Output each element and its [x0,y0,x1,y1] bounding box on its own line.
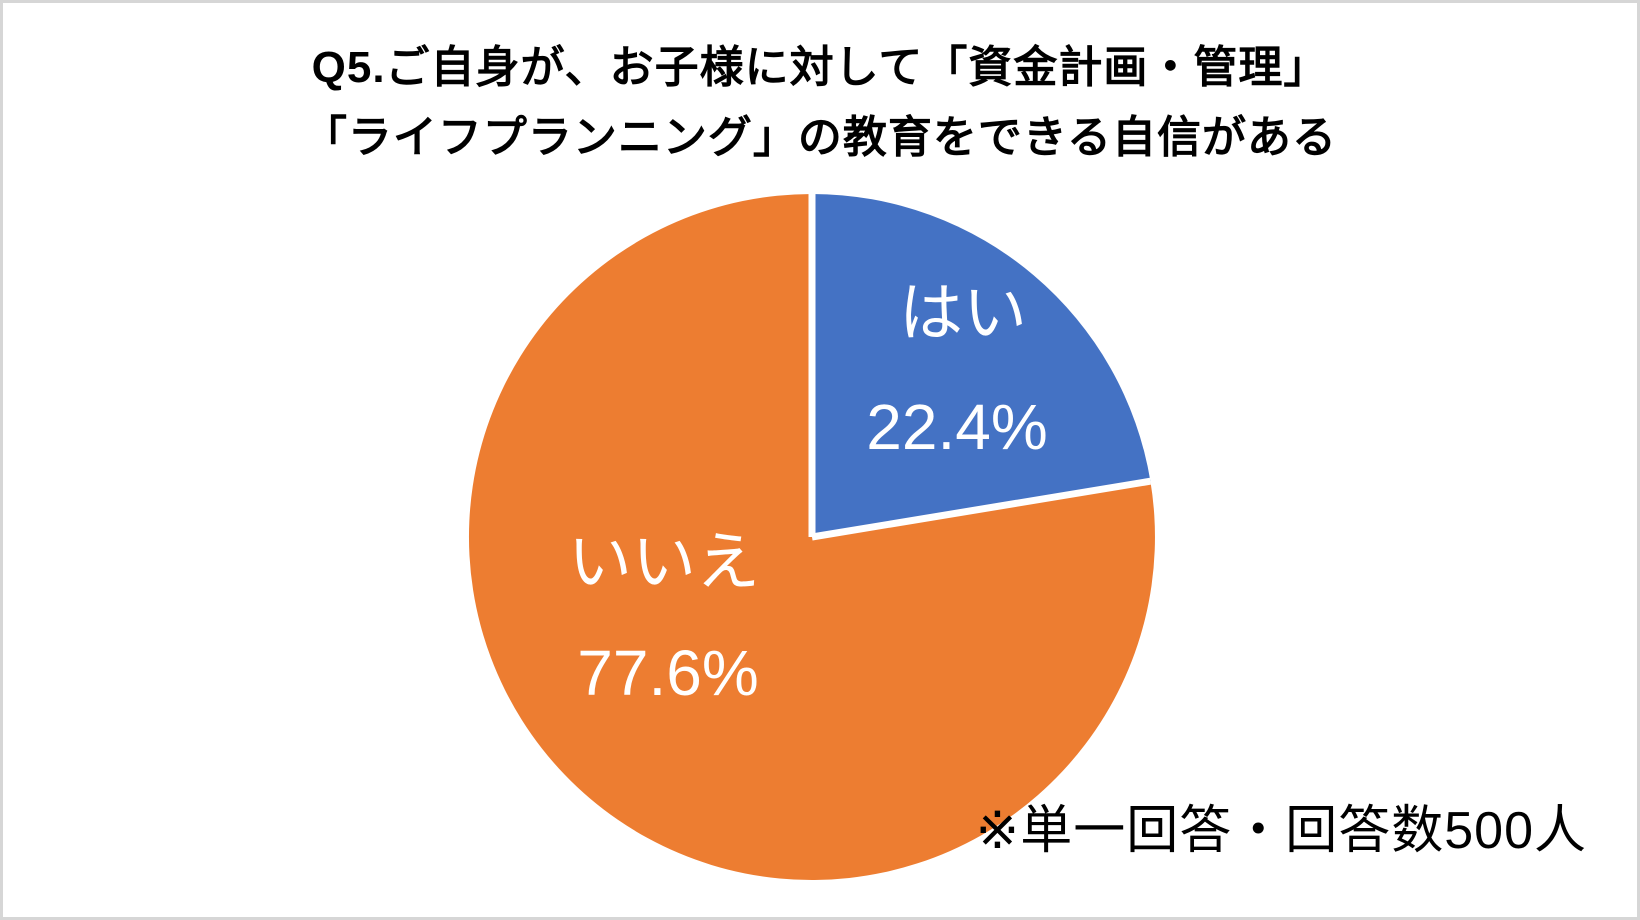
slice-separator [811,477,1151,541]
slice-label-no-name: いいえ [568,526,760,598]
pie-slice-yes [812,194,1151,537]
chart-title: Q5.ご自身が、お子様に対して「資金計画・管理」 「ライフプランニング」の教育を… [3,33,1637,173]
chart-title-line-2: 「ライフプランニング」の教育をできる自信がある [302,113,1338,162]
slice-label-yes-name: はい [899,277,1027,349]
chart-title-line-1: Q5.ご自身が、お子様に対して「資金計画・管理」 [311,43,1329,92]
slice-label-yes-value: 22.4% [866,391,1047,463]
pie-chart: はい 22.4% いいえ 77.6% [468,194,1155,881]
footnote: ※単一回答・回答数500人 [975,802,1587,860]
slice-label-no-value: 77.6% [577,637,758,709]
